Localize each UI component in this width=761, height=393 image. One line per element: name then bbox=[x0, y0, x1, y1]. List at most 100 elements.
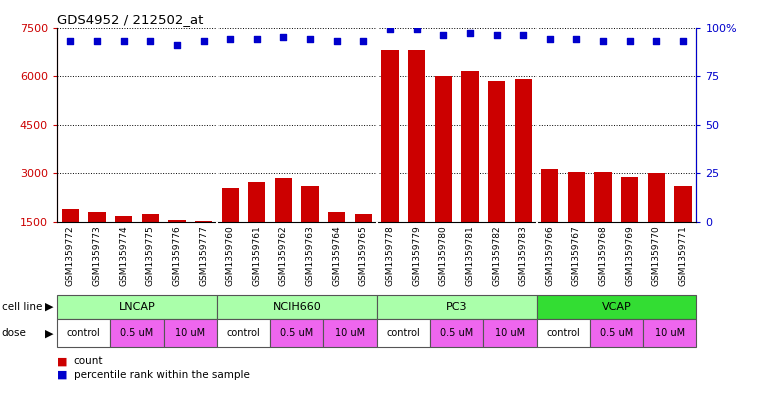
Text: GSM1359770: GSM1359770 bbox=[652, 226, 661, 286]
Bar bbox=[328, 212, 345, 271]
Bar bbox=[164, 319, 217, 347]
Text: PC3: PC3 bbox=[446, 302, 467, 312]
Bar bbox=[62, 209, 79, 271]
Bar bbox=[537, 295, 696, 319]
Point bbox=[677, 38, 689, 44]
Point bbox=[384, 26, 396, 33]
Bar bbox=[381, 50, 399, 271]
Bar bbox=[483, 319, 537, 347]
Point bbox=[330, 38, 342, 44]
Point bbox=[411, 26, 423, 33]
Text: dose: dose bbox=[2, 328, 27, 338]
Text: ■: ■ bbox=[57, 370, 68, 380]
Bar bbox=[514, 79, 532, 271]
Bar bbox=[461, 71, 479, 271]
Bar bbox=[435, 76, 452, 271]
Point bbox=[437, 32, 449, 39]
Point bbox=[250, 36, 263, 42]
Bar bbox=[168, 220, 186, 271]
Text: 10 uM: 10 uM bbox=[495, 328, 525, 338]
Text: 0.5 uM: 0.5 uM bbox=[600, 328, 633, 338]
Text: 10 uM: 10 uM bbox=[175, 328, 205, 338]
Text: GSM1359774: GSM1359774 bbox=[119, 226, 128, 286]
Bar bbox=[355, 214, 372, 271]
Bar bbox=[142, 214, 159, 271]
Text: GSM1359771: GSM1359771 bbox=[679, 226, 687, 286]
Text: GSM1359769: GSM1359769 bbox=[626, 226, 634, 286]
Bar bbox=[248, 182, 266, 271]
Text: GDS4952 / 212502_at: GDS4952 / 212502_at bbox=[57, 13, 203, 26]
Text: GSM1359776: GSM1359776 bbox=[173, 226, 181, 286]
Text: GSM1359779: GSM1359779 bbox=[412, 226, 421, 286]
Bar bbox=[57, 295, 217, 319]
Bar bbox=[621, 177, 638, 271]
Text: 0.5 uM: 0.5 uM bbox=[280, 328, 314, 338]
Bar bbox=[568, 172, 585, 271]
Point bbox=[117, 38, 129, 44]
Bar bbox=[541, 169, 559, 271]
Bar bbox=[594, 172, 612, 271]
Text: GSM1359772: GSM1359772 bbox=[66, 226, 75, 286]
Point bbox=[304, 36, 317, 42]
Point bbox=[277, 34, 289, 40]
Bar bbox=[275, 178, 292, 271]
Bar bbox=[408, 50, 425, 271]
Text: VCAP: VCAP bbox=[601, 302, 632, 312]
Text: LNCAP: LNCAP bbox=[119, 302, 155, 312]
Text: GSM1359775: GSM1359775 bbox=[146, 226, 154, 286]
Point bbox=[198, 38, 210, 44]
Bar bbox=[537, 319, 590, 347]
Text: ■: ■ bbox=[57, 356, 68, 366]
Point bbox=[571, 36, 583, 42]
Point bbox=[64, 38, 76, 44]
Text: 10 uM: 10 uM bbox=[654, 328, 685, 338]
Text: count: count bbox=[74, 356, 103, 366]
Point bbox=[170, 42, 183, 48]
Bar bbox=[301, 186, 319, 271]
Bar bbox=[195, 221, 212, 271]
Text: GSM1359767: GSM1359767 bbox=[572, 226, 581, 286]
Text: GSM1359761: GSM1359761 bbox=[253, 226, 261, 286]
Text: 0.5 uM: 0.5 uM bbox=[440, 328, 473, 338]
Point bbox=[145, 38, 157, 44]
Point bbox=[597, 38, 609, 44]
Bar bbox=[590, 319, 643, 347]
Text: control: control bbox=[67, 328, 100, 338]
Point bbox=[224, 36, 236, 42]
Text: control: control bbox=[387, 328, 420, 338]
Bar bbox=[323, 319, 377, 347]
Bar bbox=[270, 319, 323, 347]
Bar bbox=[430, 319, 483, 347]
Point bbox=[517, 32, 530, 39]
Point bbox=[91, 38, 103, 44]
Point bbox=[490, 32, 502, 39]
Text: GSM1359773: GSM1359773 bbox=[93, 226, 101, 286]
Text: GSM1359778: GSM1359778 bbox=[386, 226, 394, 286]
Point bbox=[543, 36, 556, 42]
Text: control: control bbox=[227, 328, 260, 338]
Bar bbox=[88, 212, 106, 271]
Bar bbox=[110, 319, 164, 347]
Text: ▶: ▶ bbox=[45, 328, 53, 338]
Text: cell line: cell line bbox=[2, 302, 42, 312]
Bar bbox=[57, 319, 110, 347]
Text: 0.5 uM: 0.5 uM bbox=[120, 328, 154, 338]
Bar bbox=[377, 295, 537, 319]
Text: GSM1359780: GSM1359780 bbox=[439, 226, 447, 286]
Bar bbox=[488, 81, 505, 271]
Bar bbox=[115, 215, 132, 271]
Bar bbox=[217, 319, 270, 347]
Text: NCIH660: NCIH660 bbox=[272, 302, 321, 312]
Text: GSM1359783: GSM1359783 bbox=[519, 226, 527, 286]
Text: percentile rank within the sample: percentile rank within the sample bbox=[74, 370, 250, 380]
Text: control: control bbox=[546, 328, 580, 338]
Point bbox=[650, 38, 662, 44]
Bar bbox=[377, 319, 430, 347]
Point bbox=[463, 30, 476, 37]
Bar bbox=[217, 295, 377, 319]
Text: GSM1359763: GSM1359763 bbox=[306, 226, 314, 286]
Point bbox=[357, 38, 369, 44]
Text: GSM1359766: GSM1359766 bbox=[546, 226, 554, 286]
Text: GSM1359777: GSM1359777 bbox=[199, 226, 208, 286]
Text: GSM1359765: GSM1359765 bbox=[359, 226, 368, 286]
